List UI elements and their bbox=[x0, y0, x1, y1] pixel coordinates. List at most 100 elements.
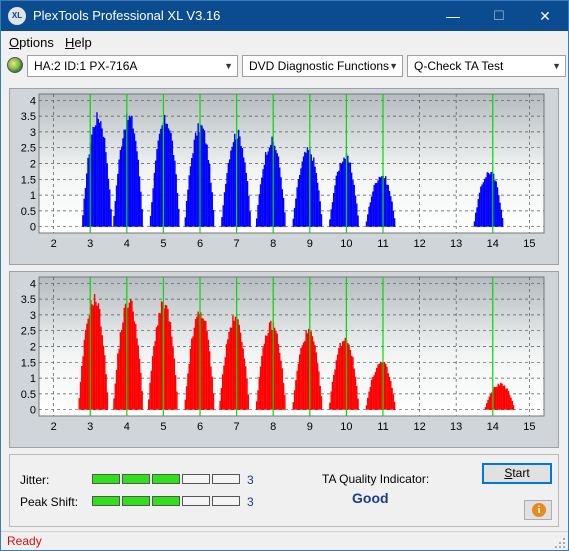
menu-help[interactable]: Help bbox=[65, 35, 92, 50]
data-bar bbox=[78, 398, 80, 410]
data-bar bbox=[369, 386, 372, 410]
data-bar bbox=[132, 311, 134, 410]
data-bar bbox=[136, 338, 138, 410]
data-bar bbox=[485, 403, 488, 410]
data-bar bbox=[305, 330, 307, 410]
data-bar bbox=[275, 149, 277, 227]
data-bar bbox=[173, 358, 176, 410]
data-bar bbox=[236, 138, 239, 227]
menu-help-label: elp bbox=[74, 35, 92, 50]
data-bar bbox=[141, 209, 143, 227]
data-bar bbox=[264, 335, 267, 410]
y-tick-label: 1.5 bbox=[21, 357, 36, 369]
data-bar bbox=[84, 187, 87, 227]
jitter-value: 3 bbox=[247, 473, 254, 487]
data-bar bbox=[128, 115, 131, 227]
data-bar bbox=[136, 151, 138, 227]
resize-grip-icon[interactable] bbox=[554, 537, 566, 549]
data-bar bbox=[296, 370, 298, 410]
data-bar bbox=[258, 376, 260, 410]
data-bar bbox=[207, 159, 210, 227]
data-bar bbox=[348, 344, 350, 410]
data-bar bbox=[160, 301, 163, 410]
y-tick-label: 3 bbox=[30, 127, 36, 139]
close-button[interactable]: ✕ bbox=[539, 8, 551, 24]
y-tick-label: 3.5 bbox=[21, 294, 36, 306]
data-bar bbox=[377, 364, 379, 410]
data-bar bbox=[319, 385, 321, 410]
data-bar bbox=[100, 326, 102, 410]
data-bar bbox=[115, 369, 118, 410]
data-bar bbox=[106, 163, 108, 227]
data-bar bbox=[501, 383, 503, 410]
data-bar bbox=[124, 129, 127, 227]
info-button[interactable]: i bbox=[524, 500, 552, 520]
data-bar bbox=[336, 354, 339, 410]
minimize-button[interactable]: — bbox=[446, 8, 460, 24]
data-bar bbox=[245, 366, 247, 410]
data-bar bbox=[316, 363, 319, 410]
data-bar bbox=[79, 381, 82, 410]
data-bar bbox=[282, 382, 285, 410]
data-bar bbox=[354, 376, 357, 410]
start-button[interactable]: Start bbox=[482, 463, 552, 484]
data-bar bbox=[232, 142, 235, 227]
data-bar bbox=[81, 365, 83, 410]
data-bar bbox=[99, 308, 101, 410]
data-bar bbox=[228, 331, 230, 410]
title-bar[interactable]: XL PlexTools Professional XL V3.16 — ☐ ✕ bbox=[1, 1, 568, 31]
data-bar bbox=[91, 134, 93, 227]
results-panel: Jitter: 3 Peak Shift: 3 TA Quality Indic… bbox=[9, 454, 559, 527]
data-bar bbox=[480, 186, 482, 227]
data-bar bbox=[96, 305, 98, 410]
data-bar bbox=[281, 189, 284, 227]
disc-drive-icon bbox=[7, 57, 23, 73]
data-bar bbox=[315, 352, 318, 410]
test-select[interactable]: Q-Check TA Test ▼ bbox=[407, 55, 566, 77]
data-bar bbox=[228, 159, 231, 227]
data-bar bbox=[172, 347, 174, 410]
data-bar bbox=[230, 327, 233, 410]
data-bar bbox=[117, 173, 119, 227]
data-bar bbox=[489, 393, 492, 410]
data-bar bbox=[365, 405, 368, 410]
menu-options[interactable]: Options bbox=[9, 35, 54, 50]
data-bar bbox=[335, 175, 337, 227]
data-bar bbox=[115, 185, 118, 227]
data-bar bbox=[141, 391, 143, 410]
data-bar bbox=[276, 153, 278, 227]
data-bar bbox=[225, 344, 228, 410]
data-bar bbox=[350, 172, 353, 227]
ta-quality-label: TA Quality Indicator: bbox=[322, 472, 430, 486]
data-bar bbox=[239, 136, 241, 227]
drive-select[interactable]: HA:2 ID:1 PX-716A ▼ bbox=[27, 55, 238, 77]
data-bar bbox=[381, 362, 383, 410]
data-bar bbox=[119, 332, 122, 410]
data-bar bbox=[83, 339, 86, 410]
data-bar bbox=[127, 307, 129, 410]
maximize-button[interactable]: ☐ bbox=[493, 8, 505, 23]
data-bar bbox=[230, 150, 232, 227]
data-bar bbox=[201, 125, 203, 227]
y-tick-label: 2.5 bbox=[21, 143, 36, 155]
data-bar bbox=[367, 397, 369, 410]
data-bar bbox=[96, 112, 98, 227]
data-bar bbox=[113, 398, 115, 410]
data-bar bbox=[391, 387, 393, 410]
indicator-segment bbox=[152, 496, 180, 506]
data-bar bbox=[242, 348, 244, 410]
data-bar bbox=[386, 184, 388, 227]
data-bar bbox=[171, 140, 174, 227]
data-bar bbox=[135, 323, 137, 410]
function-select[interactable]: DVD Diagnostic Functions ▼ bbox=[242, 55, 403, 77]
data-bar bbox=[376, 367, 378, 410]
data-bar bbox=[284, 212, 286, 227]
data-bar bbox=[223, 192, 226, 227]
data-bar bbox=[174, 375, 177, 410]
data-bar bbox=[281, 368, 284, 410]
data-bar bbox=[276, 333, 278, 410]
data-bar bbox=[248, 195, 250, 227]
data-bar bbox=[497, 383, 499, 410]
data-bar bbox=[174, 160, 176, 227]
data-bar bbox=[148, 399, 150, 410]
